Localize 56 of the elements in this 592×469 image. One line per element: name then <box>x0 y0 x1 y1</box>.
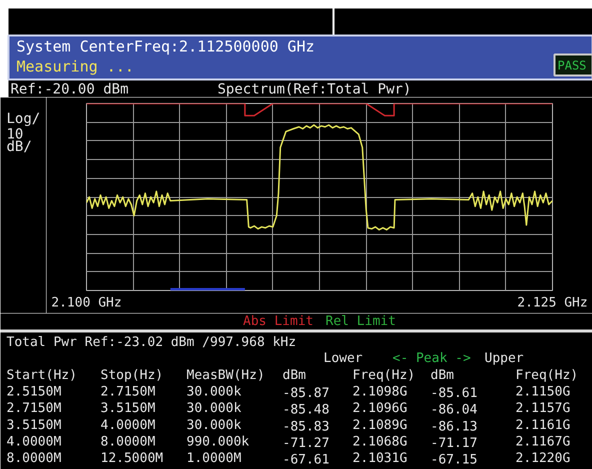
text: 4.0000M <box>100 418 156 433</box>
text: 8.0000M <box>6 451 62 466</box>
text: dBm <box>282 368 306 383</box>
text: 2.1150G <box>516 384 570 400</box>
text: <- Peak -> <box>392 351 471 366</box>
text: MeasBW(Hz) <box>186 368 265 383</box>
text: -85.48 <box>282 402 330 418</box>
text: -85.87 <box>282 386 330 402</box>
text: 2.1220G <box>516 451 570 466</box>
text: 3.5150M <box>6 418 62 433</box>
text: 2.7150M <box>6 401 62 416</box>
text: -67.15 <box>430 452 478 468</box>
text: 2.7150M <box>100 384 156 400</box>
text: 1.0000M <box>186 451 242 466</box>
text: Freq(Hz) <box>352 368 416 383</box>
text: Lower <box>324 351 363 366</box>
legend-label: Rel Limit <box>326 314 396 329</box>
text: 8.0000M <box>100 434 156 450</box>
text: 2.1068G <box>352 434 408 450</box>
x-tick-label: 2.100 GHz <box>51 296 122 310</box>
text: -86.13 <box>430 419 478 434</box>
text: -71.17 <box>430 436 478 451</box>
text: Abs Limit <box>243 314 314 329</box>
text: 2.1089G <box>352 418 408 433</box>
text: 2.1157G <box>516 401 570 416</box>
y-axis-title: Log/ 10 dB/ <box>6 111 40 155</box>
text: 2.1096G <box>352 401 408 416</box>
text: Ref:-20.00 dBm <box>10 82 129 98</box>
text: -71.27 <box>282 436 330 451</box>
chart-subtitle: Measuring ... <box>16 58 134 76</box>
text: PASS <box>558 58 586 72</box>
text: 4.0000M <box>6 434 62 450</box>
text: 30.000k <box>186 401 242 416</box>
text: Start(Hz) <box>6 368 77 383</box>
text: 2.1161G <box>516 418 570 433</box>
text: -85.83 <box>282 419 330 434</box>
text: -86.04 <box>430 402 478 418</box>
chart-title: System CenterFreq:2.112500000 GHz <box>16 38 315 56</box>
text: 2.5150M <box>6 384 62 400</box>
text: 2.1031G <box>352 451 408 466</box>
text: Freq(Hz) <box>516 368 578 383</box>
text: Total Pwr Ref:-23.02 dBm /997.968 kHz <box>6 335 296 350</box>
text: Upper <box>484 351 524 366</box>
text: 990.000k <box>186 434 250 450</box>
text: dBm <box>430 368 454 383</box>
x-tick-label: 2.125 GHz <box>517 296 588 310</box>
text: Stop(Hz) <box>100 368 164 383</box>
text: 12.5000M <box>100 451 164 466</box>
text: 30.000k <box>186 418 242 433</box>
text: Spectrum(Ref:Total Pwr) <box>218 82 412 98</box>
text: 3.5150M <box>100 401 156 416</box>
text: 2.1167G <box>516 434 570 450</box>
text: 30.000k <box>186 384 242 400</box>
text: -85.61 <box>430 386 478 402</box>
text: 2.1098G <box>352 384 408 400</box>
text: -67.61 <box>282 452 330 468</box>
